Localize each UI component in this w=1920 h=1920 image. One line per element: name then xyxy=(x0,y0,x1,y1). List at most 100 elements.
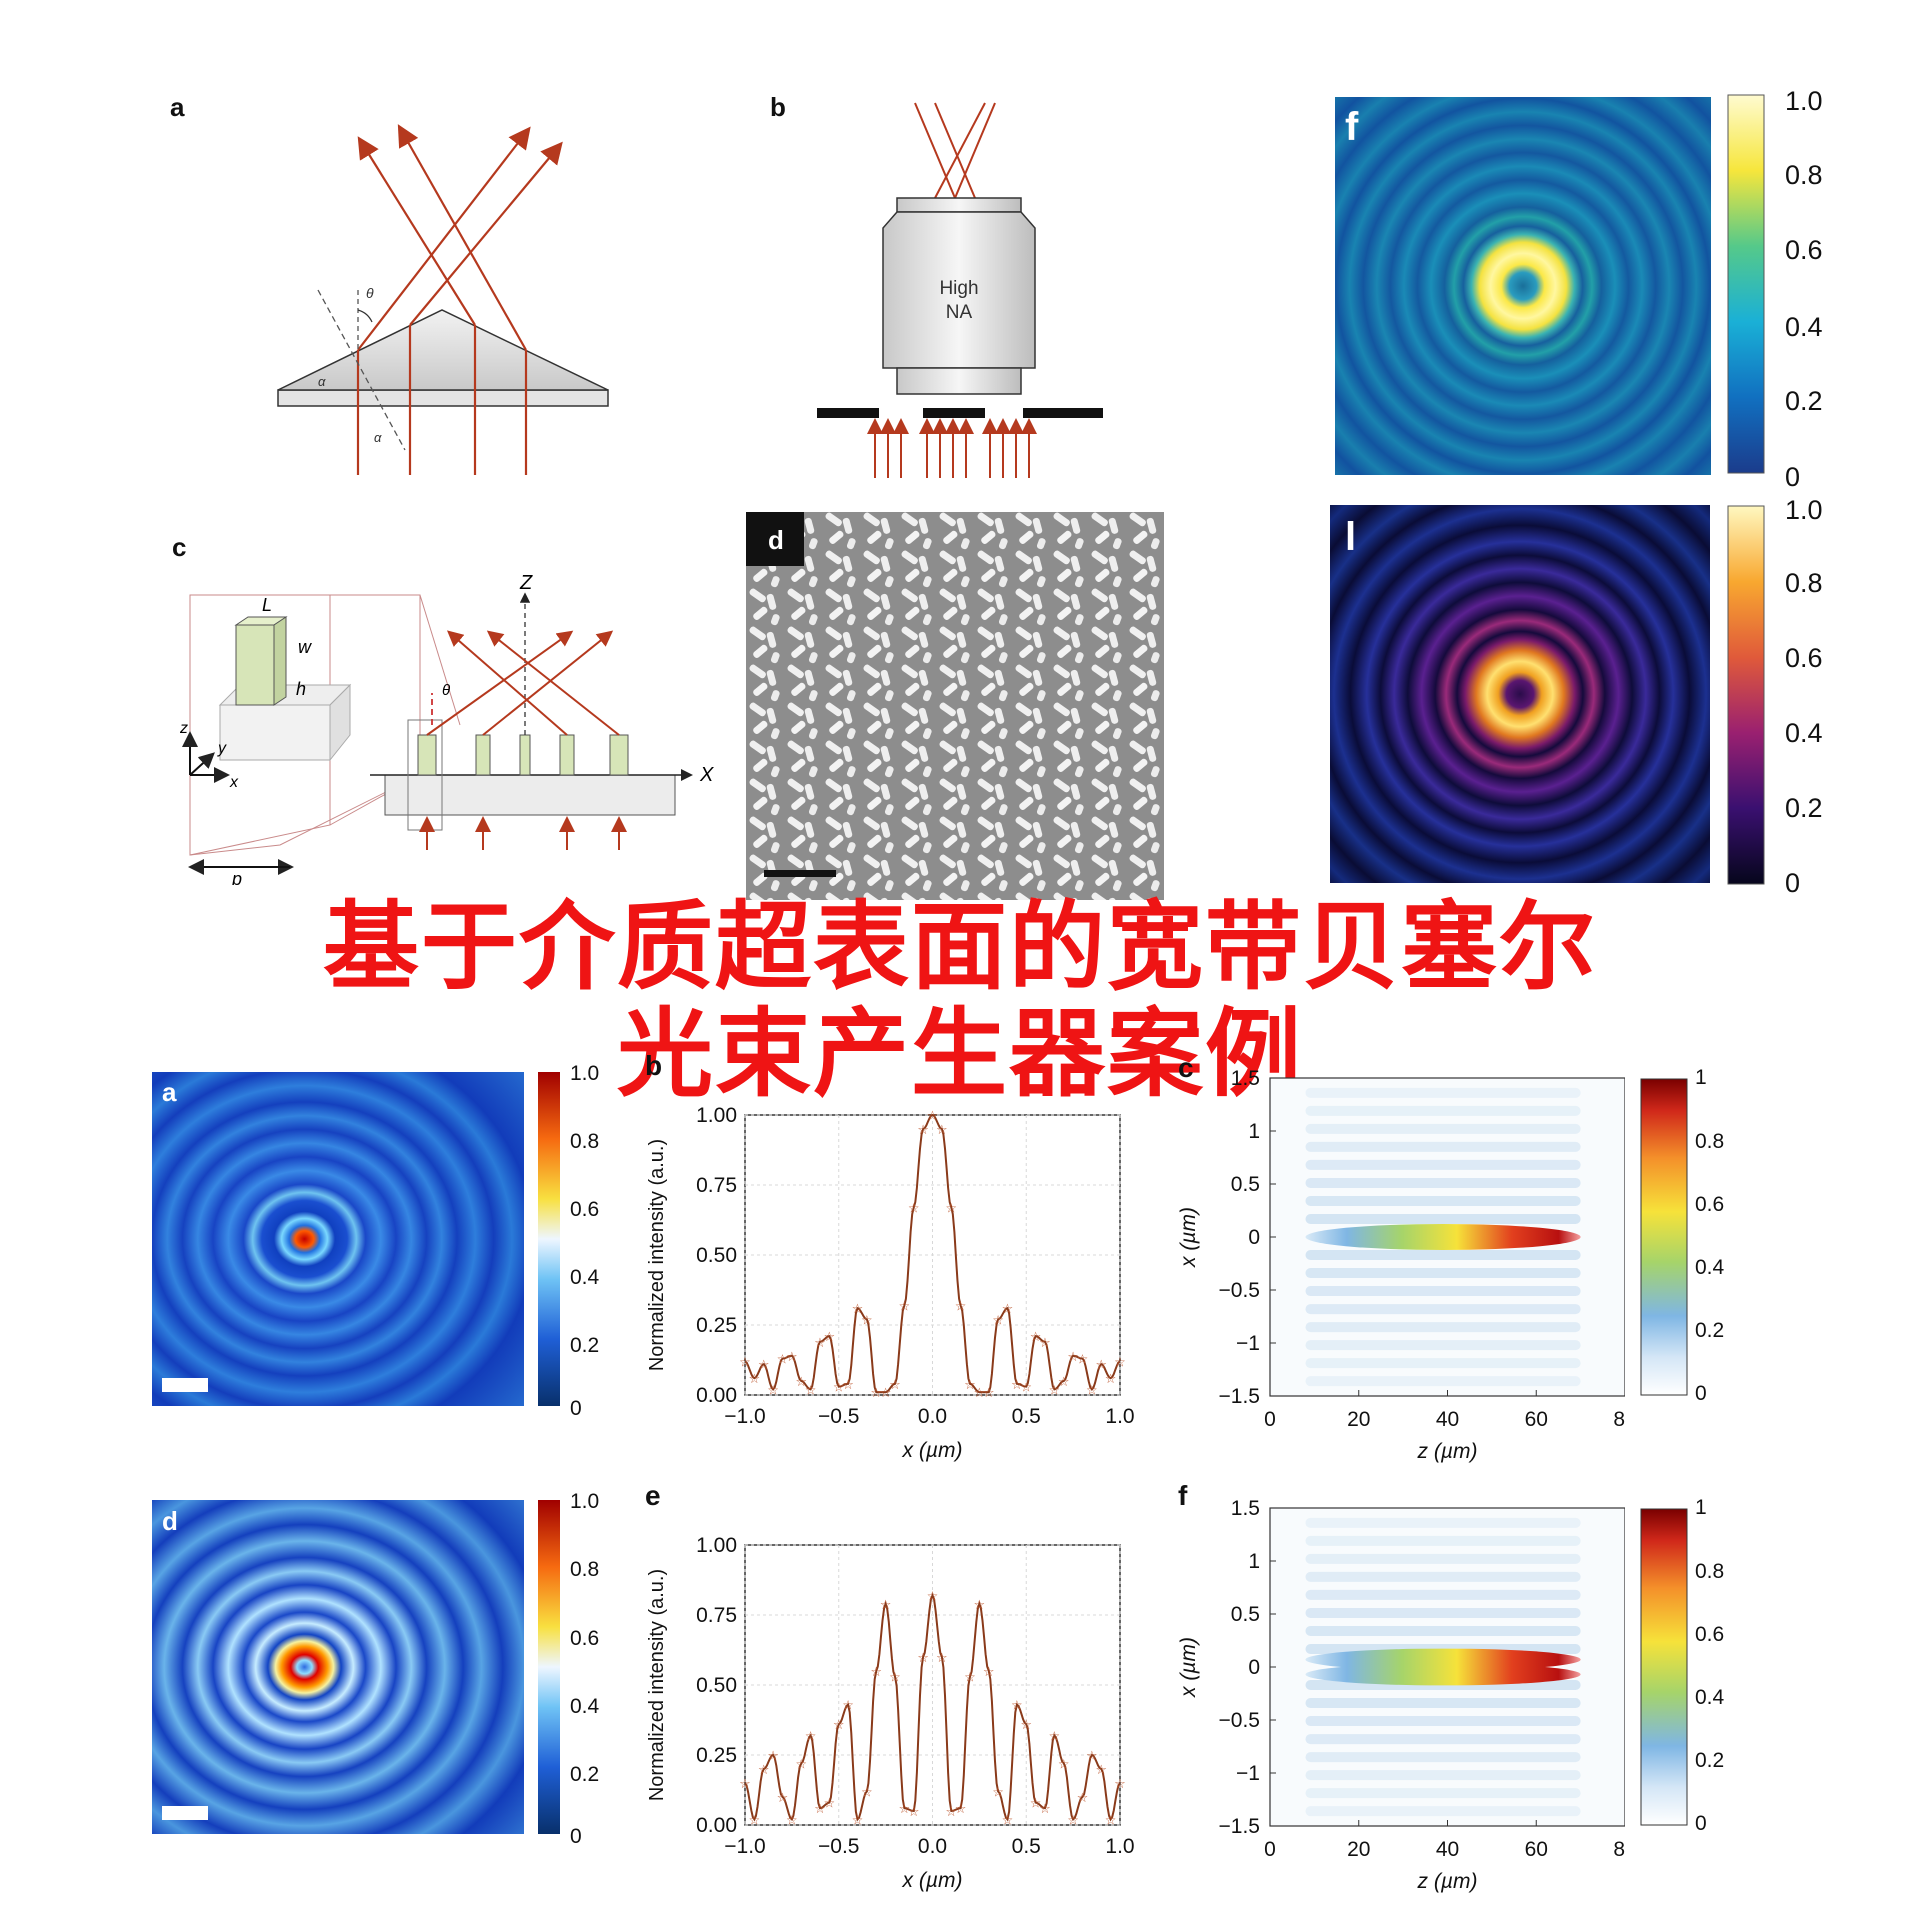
fringe xyxy=(1305,1376,1581,1387)
panel-label-top-f: f xyxy=(1345,105,1359,149)
series-line xyxy=(744,1113,1121,1394)
data-point: ☆ xyxy=(861,1784,873,1799)
cb-a-tick-1: 0.8 xyxy=(570,1130,600,1153)
cb-top-l-tick-5: 0 xyxy=(1785,868,1801,898)
data-point: ☆ xyxy=(927,1588,939,1603)
y-tick-label: −0.5 xyxy=(1219,1279,1260,1302)
data-point: ☆ xyxy=(1020,1380,1032,1395)
data-point: ☆ xyxy=(992,1312,1004,1327)
beam-core xyxy=(1305,1663,1581,1686)
fringe xyxy=(1305,1268,1581,1279)
y-tick-label: 0.25 xyxy=(696,1744,737,1767)
intensity-map-bot-a xyxy=(152,1072,524,1406)
data-point: ☆ xyxy=(1095,1762,1107,1777)
cb-top-f-tick-4: 0.2 xyxy=(1785,386,1823,416)
panel-label-top-l: l xyxy=(1345,515,1357,559)
x-axis-label: z (µm) xyxy=(1417,1440,1478,1463)
data-point: ☆ xyxy=(880,1597,892,1612)
cb-zf-tick-0: 1 xyxy=(1695,1496,1707,1519)
y-tick-label: 0.75 xyxy=(696,1174,737,1197)
metasurface-schematic: L w h z y x p X Z θ xyxy=(180,575,714,885)
y-axis-label: Normalized intensity (a.u.) xyxy=(646,1569,668,1801)
data-point: ☆ xyxy=(1011,1698,1023,1713)
heatmap-f: 0 20 40 60 80 1.5 1 0.5 0 −0.5 −1 −1.5 z (µm) x (µm) xyxy=(1177,1497,1625,1893)
data-point: ☆ xyxy=(824,1796,836,1811)
fringe xyxy=(1305,1195,1581,1206)
x-tick-label: −0.5 xyxy=(818,1405,859,1428)
y-tick-label: 0 xyxy=(1248,1226,1260,1249)
y-tick-label: 0.00 xyxy=(696,1384,737,1407)
data-point: ☆ xyxy=(749,1812,761,1827)
x-axis-label: z (µm) xyxy=(1417,1870,1478,1893)
axicon-schematic: θ α α xyxy=(277,124,609,475)
cb-a-tick-2: 0.6 xyxy=(570,1198,600,1221)
axis-X-label: X xyxy=(699,764,714,786)
label-h: h xyxy=(296,679,306,699)
data-point: ☆ xyxy=(1039,1335,1051,1350)
x-tick-label: 0.5 xyxy=(1012,1835,1041,1858)
fringe xyxy=(1305,1177,1581,1188)
data-point: ☆ xyxy=(1086,1382,1098,1397)
data-point: ☆ xyxy=(955,1801,967,1816)
colorbar-jet-a xyxy=(538,1072,560,1406)
data-point: ☆ xyxy=(889,1670,901,1685)
fringe xyxy=(1305,1571,1581,1582)
x-tick-label: 0.0 xyxy=(918,1405,947,1428)
y-axis-label: x (µm) xyxy=(1177,1207,1200,1268)
x-axis-label: x (µm) xyxy=(902,1439,963,1462)
cb-d-tick-5: 0 xyxy=(570,1825,582,1848)
axis-z-label: z xyxy=(180,720,188,737)
data-point: ☆ xyxy=(870,1664,882,1679)
data-point: ☆ xyxy=(786,1812,798,1827)
data-point: ☆ xyxy=(899,1298,911,1313)
data-point: ☆ xyxy=(777,1790,789,1805)
data-point: ☆ xyxy=(964,1670,976,1685)
x-tick-label: 20 xyxy=(1347,1408,1370,1431)
panel-label-top-b: b xyxy=(770,92,786,122)
objective-label-line2: NA xyxy=(946,302,973,323)
cb-a-tick-4: 0.2 xyxy=(570,1334,600,1357)
cb-a-tick-5: 0 xyxy=(570,1397,582,1420)
y-tick-label: 0.75 xyxy=(696,1604,737,1627)
data-point: ☆ xyxy=(786,1349,798,1364)
overlay-title-line1: 基于介质超表面的宽带贝塞尔 xyxy=(323,891,1597,1003)
data-point: ☆ xyxy=(852,1812,864,1827)
data-point: ☆ xyxy=(1095,1357,1107,1372)
cb-d-tick-1: 0.8 xyxy=(570,1558,600,1581)
data-point: ☆ xyxy=(814,1335,826,1350)
y-tick-label: 0.00 xyxy=(696,1814,737,1837)
objective-schematic: High NA xyxy=(817,102,1103,478)
x-tick-label: 20 xyxy=(1347,1838,1370,1861)
y-tick-label: −1.5 xyxy=(1219,1385,1260,1408)
data-point: ☆ xyxy=(936,1122,948,1137)
cb-top-f-tick-1: 0.8 xyxy=(1785,160,1823,190)
fringe xyxy=(1305,1141,1581,1152)
beam-core xyxy=(1305,1224,1581,1250)
y-tick-label: 0 xyxy=(1248,1656,1260,1679)
cb-d-tick-4: 0.2 xyxy=(570,1763,600,1786)
theta-label-a: θ xyxy=(366,285,374,301)
cb-top-f-tick-2: 0.6 xyxy=(1785,235,1823,265)
x-tick-label: 0 xyxy=(1264,1408,1276,1431)
data-point: ☆ xyxy=(861,1312,873,1327)
cb-zc-tick-4: 0.2 xyxy=(1695,1319,1725,1342)
cb-d-tick-0: 1.0 xyxy=(570,1490,600,1513)
fringe xyxy=(1305,1358,1581,1369)
data-point: ☆ xyxy=(1105,1812,1117,1827)
axicon-rays xyxy=(356,124,563,475)
label-w: w xyxy=(298,637,312,657)
fringe xyxy=(1305,1752,1581,1763)
data-point: ☆ xyxy=(992,1784,1004,1799)
data-point: ☆ xyxy=(974,1597,986,1612)
axicon-base xyxy=(277,389,609,407)
data-point: ☆ xyxy=(824,1329,836,1344)
panel-label-bot-a: a xyxy=(162,1077,177,1107)
fringe xyxy=(1305,1553,1581,1564)
panel-label-bot-c: c xyxy=(1178,1052,1194,1083)
data-point: ☆ xyxy=(983,1664,995,1679)
fringe xyxy=(1305,1087,1581,1098)
data-point: ☆ xyxy=(814,1801,826,1816)
fringe xyxy=(1305,1517,1581,1528)
cb-zc-tick-3: 0.4 xyxy=(1695,1256,1725,1279)
data-point: ☆ xyxy=(1067,1812,1079,1827)
